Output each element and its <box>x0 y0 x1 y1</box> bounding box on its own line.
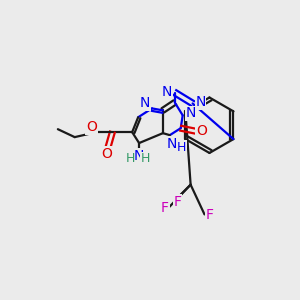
Text: O: O <box>101 147 112 161</box>
Text: N: N <box>167 137 177 151</box>
Text: F: F <box>206 208 213 222</box>
Text: H: H <box>125 152 135 165</box>
Text: H: H <box>140 152 150 165</box>
Text: O: O <box>196 124 207 138</box>
Text: N: N <box>195 95 206 110</box>
Text: H: H <box>177 140 186 154</box>
Text: N: N <box>140 96 150 110</box>
Text: O: O <box>86 120 97 134</box>
Text: N: N <box>134 149 144 163</box>
Text: F: F <box>161 202 169 215</box>
Text: F: F <box>174 194 182 208</box>
Text: N: N <box>185 106 196 120</box>
Text: N: N <box>162 85 172 98</box>
